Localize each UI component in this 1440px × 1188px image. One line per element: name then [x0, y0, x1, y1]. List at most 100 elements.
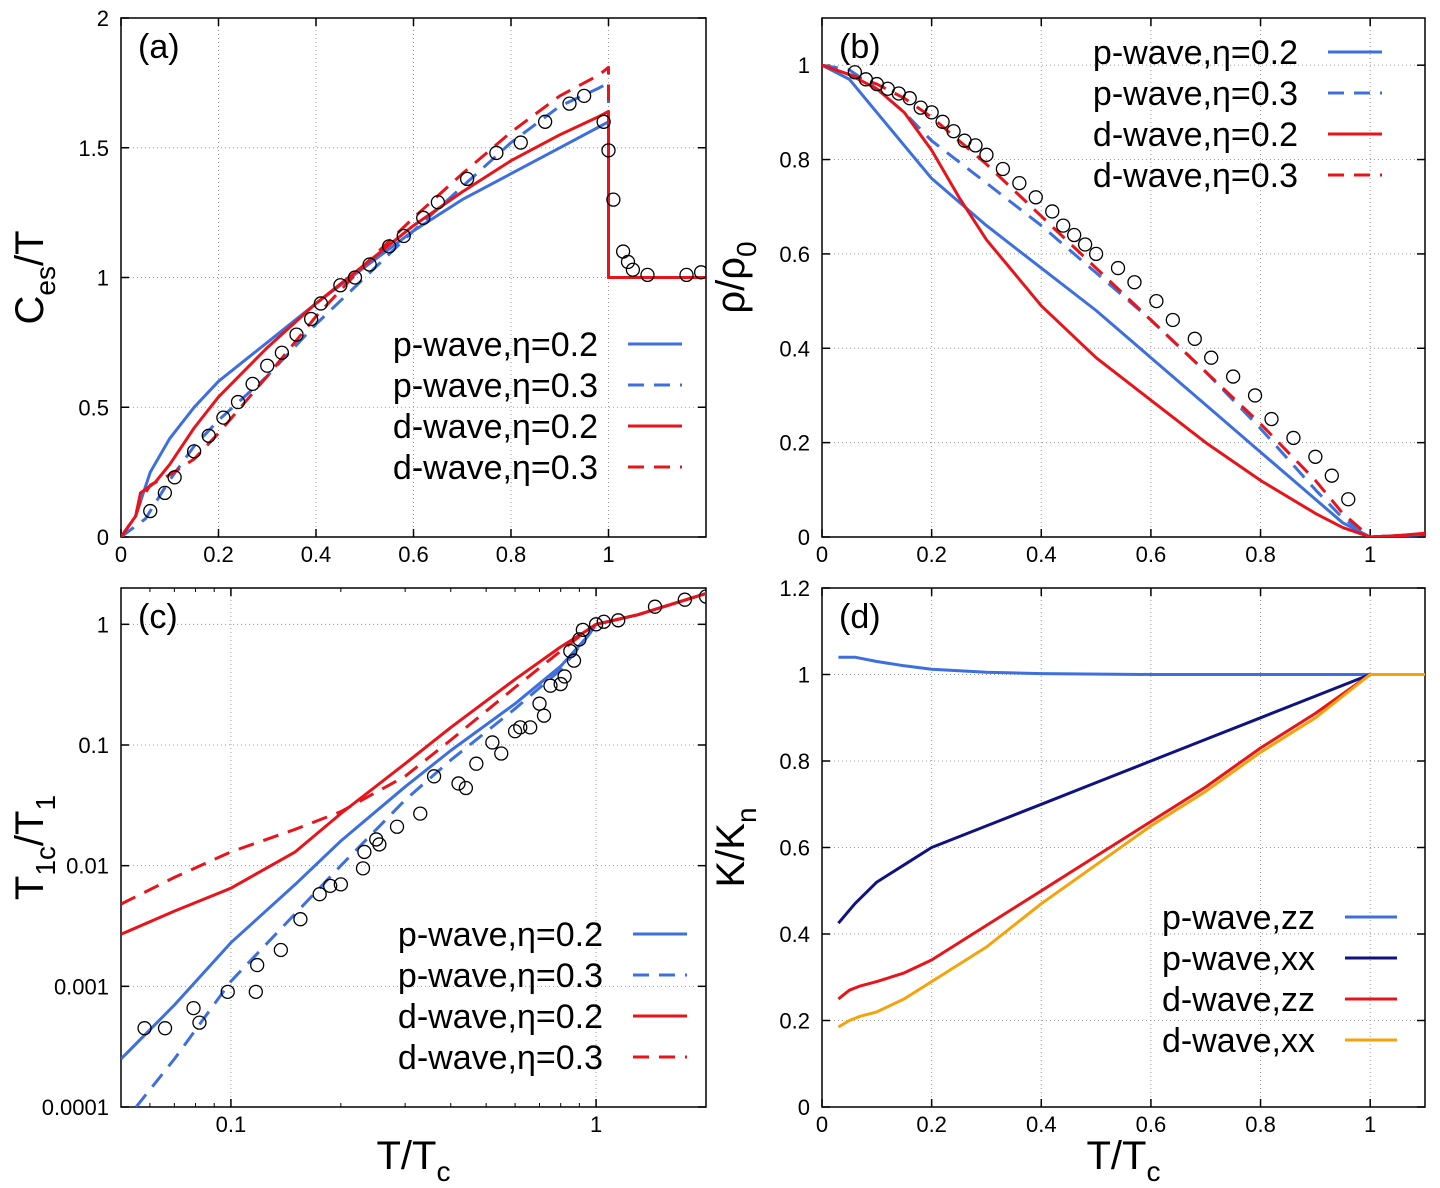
data-marker — [1149, 293, 1164, 309]
series-line-1 — [121, 120, 706, 537]
data-marker — [274, 345, 290, 360]
y-tick-label: 0.8 — [779, 148, 810, 173]
data-marker — [413, 806, 428, 821]
plot-area — [837, 655, 1425, 1029]
y-axis-label-sub: n — [731, 807, 762, 823]
data-marker — [220, 984, 235, 1000]
data-marker — [536, 708, 552, 723]
data-marker — [693, 265, 706, 280]
data-marker — [494, 746, 509, 761]
y-tick-label: 0.6 — [779, 836, 810, 861]
data-marker — [513, 720, 528, 735]
data-marker — [625, 262, 641, 277]
legend-label: p-wave,η=0.3 — [393, 367, 598, 405]
y-axis-label-sub2: 1 — [30, 795, 61, 811]
data-marker — [347, 270, 363, 285]
data-marker — [588, 617, 604, 632]
data-marker — [396, 228, 411, 244]
data-marker — [260, 358, 275, 373]
data-marker — [968, 138, 983, 153]
data-marker — [416, 210, 431, 225]
x-axis-label-sub: c — [436, 1156, 450, 1187]
y-axis-label: ρ/ρ0 — [709, 241, 762, 313]
y-axis-label: T1c/T1 — [8, 795, 61, 900]
data-marker — [333, 278, 348, 293]
data-marker — [1341, 492, 1356, 507]
data-marker — [137, 1021, 152, 1036]
data-marker — [523, 720, 538, 735]
legend: p-wave,η=0.2p-wave,η=0.3d-wave,η=0.2d-wa… — [398, 916, 687, 1077]
data-marker — [647, 599, 663, 614]
data-marker — [312, 887, 327, 902]
data-marker — [451, 776, 466, 791]
data-marker — [333, 877, 348, 892]
panel-label: (b) — [839, 28, 881, 66]
data-marker — [1324, 468, 1339, 483]
data-marker — [459, 171, 475, 187]
data-marker — [1045, 204, 1060, 219]
y-tick-label: 0 — [97, 525, 109, 550]
data-marker — [572, 632, 587, 647]
y-tick-label: 1 — [798, 663, 810, 688]
plot-area — [121, 589, 706, 1107]
y-axis-label-main: T — [8, 876, 52, 900]
legend-label: p-wave,η=0.3 — [398, 957, 603, 995]
plot-frame — [821, 17, 1426, 538]
data-marker — [1110, 260, 1126, 276]
legend-label: d-wave,η=0.2 — [393, 408, 598, 446]
grid — [822, 588, 1425, 1107]
y-axis-label-sub: es — [30, 266, 61, 296]
x-tick-label: 0 — [816, 542, 828, 567]
data-marker — [245, 376, 260, 392]
x-axis-label-main: T/T — [377, 1134, 437, 1178]
data-marker — [615, 244, 631, 259]
y-tick-label: 1.5 — [78, 136, 109, 161]
panel-label: (a) — [138, 28, 180, 66]
data-marker — [1286, 430, 1301, 446]
series-line-4 — [121, 65, 706, 537]
x-tick-label: 0.8 — [496, 542, 527, 567]
data-marker — [143, 503, 158, 519]
y-tick-label: 0 — [798, 1095, 810, 1120]
y-tick-label: 0.1 — [78, 733, 109, 758]
y-tick-label: 1 — [798, 53, 810, 78]
data-marker — [553, 676, 568, 692]
data-marker — [562, 96, 577, 111]
data-marker — [250, 957, 265, 973]
data-marker — [230, 394, 246, 410]
panel-d: 0 0.2 0.4 0.6 0.8 1 0 0.2 0.4 0.6 0.8 1 1.2 (d) K/Kn T/… — [709, 576, 1426, 1187]
data-marker — [537, 114, 553, 129]
y-axis-label: Ces/T — [8, 230, 61, 324]
data-marker — [563, 643, 578, 659]
series-line-1 — [822, 63, 1425, 537]
data-marker — [601, 143, 616, 158]
data-marker — [902, 91, 917, 106]
x-tick-label: 0 — [115, 542, 127, 567]
x-tick-label: 0.4 — [301, 542, 332, 567]
series-line-2 — [121, 81, 706, 537]
x-tick-label: 0 — [816, 1112, 828, 1137]
x-tick-label: 0.2 — [916, 542, 947, 567]
legend: p-wave,η=0.2p-wave,η=0.3d-wave,η=0.2d-wa… — [393, 326, 682, 487]
plot-area — [822, 63, 1425, 537]
y-axis-label-sub: 0 — [731, 241, 762, 257]
legend-label: p-wave,η=0.3 — [1093, 75, 1298, 113]
data-marker — [596, 114, 611, 129]
y-tick-label: 0.2 — [779, 431, 810, 456]
legend: p-wave,η=0.2p-wave,η=0.3d-wave,η=0.2d-wa… — [1093, 34, 1382, 195]
y-axis-label-main: ρ/ρ — [709, 257, 753, 314]
data-marker — [293, 912, 308, 927]
legend-label: d-wave,xx — [1162, 1022, 1315, 1060]
data-marker — [995, 161, 1011, 177]
data-marker — [1012, 175, 1027, 191]
y-tick-label: 0.2 — [779, 1009, 810, 1034]
data-marker — [543, 678, 558, 693]
panel-label: (d) — [839, 598, 881, 636]
series-line-3 — [822, 63, 1425, 537]
x-tick-label: 0.8 — [1245, 1112, 1276, 1137]
data-marker — [273, 942, 288, 958]
data-marker — [1225, 369, 1241, 384]
x-tick-label: 0.6 — [1136, 1112, 1167, 1137]
data-marker — [513, 135, 528, 150]
legend-label: p-wave,η=0.2 — [393, 326, 598, 364]
